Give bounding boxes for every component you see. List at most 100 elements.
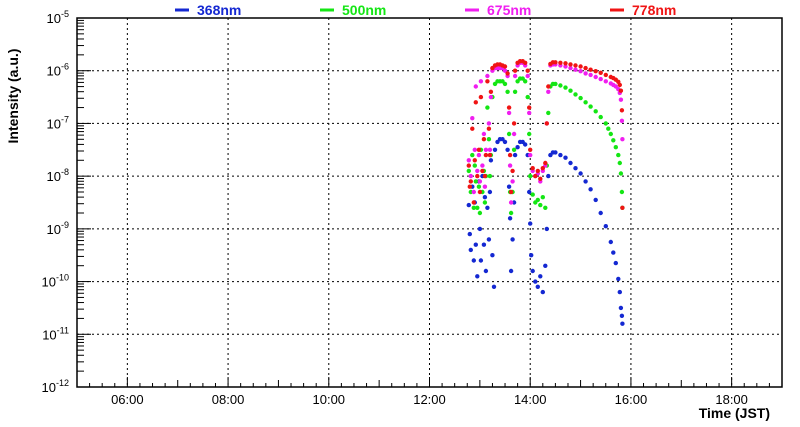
data-point: [563, 85, 568, 90]
x-tick-label: 16:00: [615, 392, 648, 407]
x-tick-label: 10:00: [313, 392, 346, 407]
data-point: [471, 258, 476, 263]
data-point: [477, 189, 483, 195]
data-point: [598, 70, 603, 76]
data-point: [573, 92, 578, 97]
legend-label: 500nm: [342, 2, 386, 18]
data-point: [618, 97, 624, 102]
data-points: [466, 59, 625, 326]
data-point: [538, 274, 543, 279]
data-point: [505, 147, 510, 152]
data-point: [558, 60, 563, 65]
data-point: [472, 158, 477, 163]
data-point: [619, 118, 625, 124]
data-point: [583, 100, 588, 105]
data-point: [546, 84, 551, 89]
data-point: [533, 279, 538, 284]
legend: 368nm 500nm 675nm 778nm: [175, 2, 676, 18]
data-point: [603, 121, 608, 126]
y-tick-base: 10: [47, 116, 61, 131]
data-point: [553, 81, 558, 87]
data-point: [468, 173, 473, 179]
data-point: [538, 202, 543, 208]
data-point: [473, 84, 478, 89]
data-point: [487, 152, 493, 158]
data-point: [535, 168, 540, 174]
data-point: [483, 147, 489, 152]
data-point: [478, 79, 484, 84]
data-point: [511, 147, 517, 152]
data-point: [485, 205, 490, 210]
data-point: [611, 250, 616, 255]
data-point: [468, 247, 473, 253]
data-point: [488, 94, 494, 100]
data-point: [485, 79, 490, 84]
y-tick-base: 10: [47, 11, 61, 26]
data-point: [528, 152, 533, 158]
data-point: [505, 71, 510, 76]
legend-label: 675nm: [487, 2, 531, 18]
data-point: [529, 253, 534, 258]
data-point: [583, 179, 588, 184]
data-point: [525, 68, 530, 73]
data-point: [608, 239, 613, 245]
data-point: [588, 67, 593, 72]
data-point: [588, 104, 593, 109]
data-point: [510, 168, 515, 174]
x-tick-label: 08:00: [212, 392, 245, 407]
data-point: [508, 189, 514, 195]
data-point: [485, 73, 490, 79]
data-point: [510, 237, 515, 242]
data-point: [578, 69, 583, 74]
x-tick-label: 18:00: [715, 392, 748, 407]
data-point: [617, 289, 622, 295]
data-point: [540, 166, 545, 171]
data-point: [486, 137, 492, 142]
data-point: [511, 131, 517, 137]
data-point: [546, 110, 551, 116]
data-point: [475, 168, 480, 174]
data-point: [617, 82, 622, 88]
data-point: [528, 147, 533, 152]
data-point: [613, 260, 618, 266]
y-tick-exponent: -9: [61, 220, 69, 230]
data-point: [598, 114, 603, 120]
legend-label: 368nm: [197, 2, 241, 18]
data-point: [471, 200, 476, 205]
data-point: [523, 79, 528, 84]
data-point: [476, 152, 482, 158]
data-point: [593, 109, 598, 114]
data-point: [528, 173, 533, 179]
data-point: [544, 226, 549, 232]
grid-lines: [77, 18, 782, 387]
data-point: [568, 62, 573, 67]
y-tick-exponent: -12: [56, 378, 69, 388]
data-point: [467, 184, 472, 189]
data-point: [578, 95, 583, 101]
data-point: [568, 65, 573, 71]
data-point: [527, 110, 532, 116]
data-point: [470, 152, 475, 158]
data-point: [482, 200, 488, 205]
data-point: [482, 173, 488, 179]
data-point: [527, 105, 532, 110]
data-point: [617, 160, 622, 166]
data-point: [573, 63, 578, 68]
data-point: [512, 68, 518, 73]
data-point: [530, 192, 535, 197]
data-point: [480, 163, 485, 168]
data-point: [515, 145, 520, 150]
data-point: [481, 137, 487, 142]
data-point: [546, 173, 551, 179]
data-point: [506, 184, 512, 189]
data-point: [616, 276, 621, 282]
data-point: [620, 137, 625, 142]
y-tick-base: 10: [47, 169, 61, 184]
data-point: [593, 197, 598, 203]
data-point: [535, 284, 540, 289]
data-point: [588, 187, 593, 192]
data-point: [578, 64, 583, 69]
data-point: [491, 284, 497, 289]
data-point: [593, 74, 598, 80]
data-point: [619, 189, 625, 195]
